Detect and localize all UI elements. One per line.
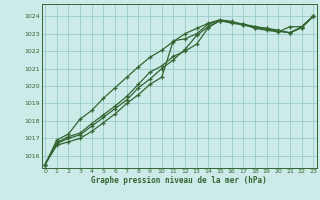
X-axis label: Graphe pression niveau de la mer (hPa): Graphe pression niveau de la mer (hPa): [91, 176, 267, 185]
